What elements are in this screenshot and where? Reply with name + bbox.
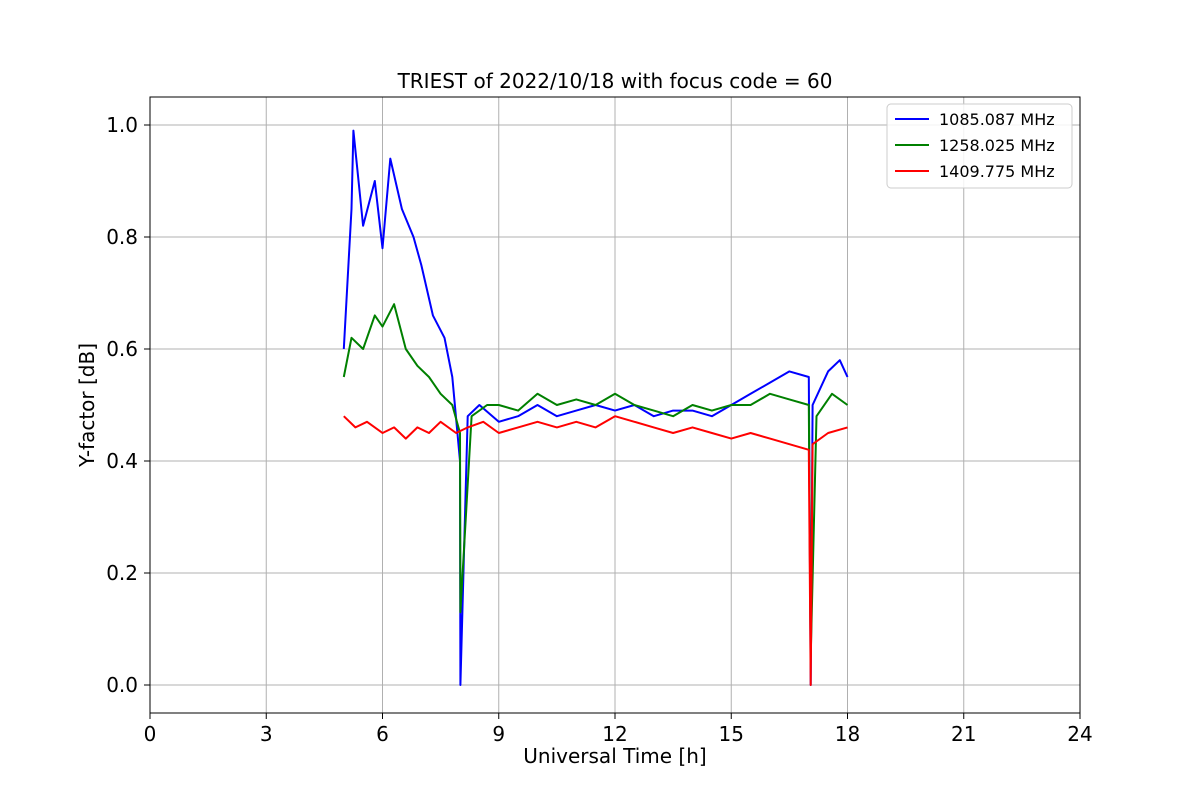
y-axis-title: Y-factor [dB] xyxy=(75,343,99,468)
ticks-layer: 0 3 6 9 12 15 18 21 24 0.0 0.2 0.4 0.6 0.8 1.0 xyxy=(106,113,1093,746)
series-line-2 xyxy=(342,303,849,658)
legend-label-3: 1409.775 MHz xyxy=(939,162,1055,181)
x-tick-label: 9 xyxy=(492,722,505,746)
series-line-1 xyxy=(342,129,849,686)
y-tick-label: 0.6 xyxy=(106,337,138,361)
legend-box xyxy=(886,103,1073,189)
y-tick-label: 0.4 xyxy=(106,449,138,473)
grid-layer xyxy=(149,97,1081,713)
x-axis-title: Universal Time [h] xyxy=(523,744,706,768)
x-tick-label: 18 xyxy=(835,722,860,746)
y-tick-label: 1.0 xyxy=(106,113,138,137)
x-tick-label: 15 xyxy=(719,722,744,746)
legend: 1085.087 MHz 1258.025 MHz 1409.775 MHz xyxy=(886,103,1073,189)
series-layer xyxy=(342,129,849,686)
x-tick-label: 3 xyxy=(260,722,273,746)
x-tick-label: 0 xyxy=(144,722,157,746)
x-tick-label: 21 xyxy=(951,722,976,746)
x-tick-label: 6 xyxy=(376,722,389,746)
x-tick-label: 12 xyxy=(602,722,627,746)
legend-label-2: 1258.025 MHz xyxy=(939,136,1055,155)
y-tick-label: 0.2 xyxy=(106,561,138,585)
chart-title: TRIEST of 2022/10/18 with focus code = 6… xyxy=(397,69,833,93)
x-tick-label: 24 xyxy=(1067,722,1092,746)
legend-label-1: 1085.087 MHz xyxy=(939,110,1055,129)
series-line-3 xyxy=(343,415,848,686)
y-tick-label: 0.0 xyxy=(106,673,138,697)
y-tick-label: 0.8 xyxy=(106,225,138,249)
